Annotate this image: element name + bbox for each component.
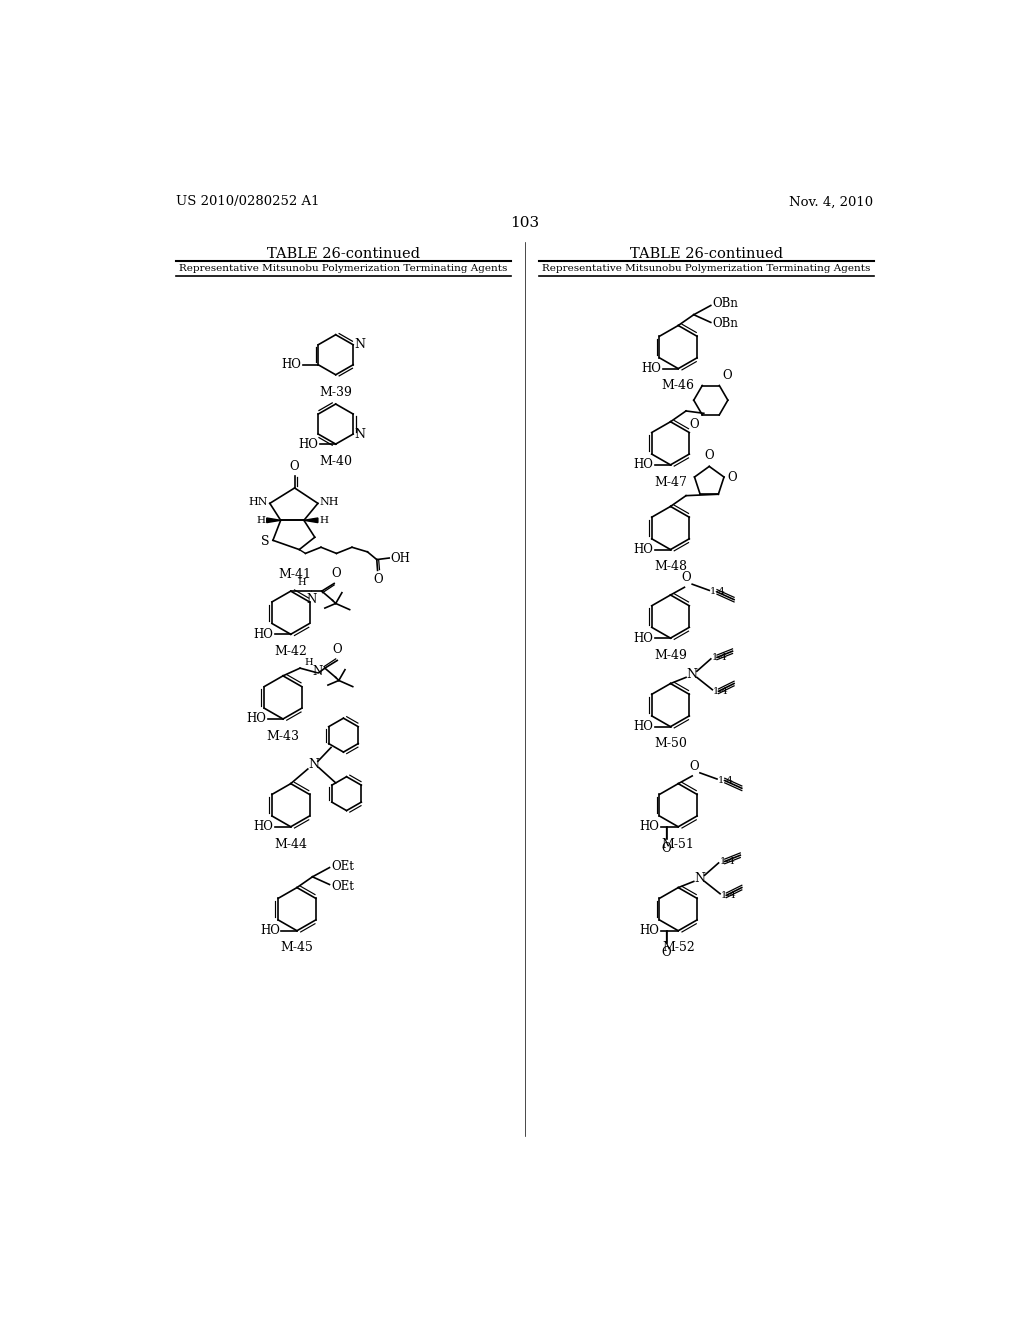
Text: OH: OH (391, 552, 411, 565)
Text: HO: HO (254, 628, 273, 640)
Text: N: N (306, 593, 316, 606)
Text: O: O (290, 459, 299, 473)
Text: M-46: M-46 (662, 379, 694, 392)
Text: HO: HO (254, 820, 273, 833)
Text: M-47: M-47 (654, 475, 687, 488)
Text: N: N (354, 428, 366, 441)
Text: Representative Mitsunobu Polymerization Terminating Agents: Representative Mitsunobu Polymerization … (179, 264, 508, 273)
Text: 1-4: 1-4 (713, 686, 729, 696)
Text: N: N (308, 758, 319, 771)
Text: Nov. 4, 2010: Nov. 4, 2010 (790, 195, 873, 209)
Text: O: O (662, 946, 672, 960)
Text: O: O (331, 568, 341, 581)
Text: OBn: OBn (713, 317, 738, 330)
Text: M-48: M-48 (654, 561, 687, 573)
Text: M-40: M-40 (319, 455, 352, 467)
Text: HO: HO (641, 362, 662, 375)
Text: M-44: M-44 (274, 838, 307, 850)
Text: M-39: M-39 (319, 385, 352, 399)
Polygon shape (304, 517, 317, 523)
Text: HO: HO (634, 543, 653, 556)
Text: HO: HO (282, 358, 301, 371)
Text: Representative Mitsunobu Polymerization Terminating Agents: Representative Mitsunobu Polymerization … (542, 264, 870, 273)
Text: M-52: M-52 (662, 941, 694, 954)
Text: 1-4: 1-4 (721, 891, 736, 900)
Text: N: N (312, 665, 323, 677)
Text: O: O (689, 760, 698, 774)
Text: O: O (374, 573, 383, 586)
Text: OEt: OEt (331, 859, 354, 873)
Text: M-42: M-42 (274, 645, 307, 659)
Text: H: H (304, 657, 313, 667)
Text: O: O (333, 643, 342, 656)
Text: O: O (662, 842, 672, 855)
Text: 1-4: 1-4 (718, 776, 733, 785)
Text: HO: HO (640, 820, 659, 833)
Text: HO: HO (246, 713, 266, 726)
Text: HO: HO (634, 721, 653, 733)
Text: O: O (722, 370, 732, 383)
Polygon shape (266, 517, 281, 523)
Text: NH: NH (319, 496, 339, 507)
Text: 1-4: 1-4 (712, 653, 727, 661)
Text: O: O (681, 572, 691, 585)
Text: M-50: M-50 (654, 738, 687, 751)
Text: 1-4: 1-4 (719, 857, 735, 866)
Text: HO: HO (299, 437, 318, 450)
Text: HO: HO (634, 631, 653, 644)
Text: OEt: OEt (331, 879, 354, 892)
Text: HO: HO (634, 458, 653, 471)
Text: M-51: M-51 (662, 838, 694, 850)
Text: M-43: M-43 (266, 730, 299, 743)
Text: S: S (261, 536, 270, 548)
Text: M-49: M-49 (654, 649, 687, 661)
Text: N: N (694, 871, 706, 884)
Text: HO: HO (640, 924, 659, 937)
Text: HO: HO (260, 924, 280, 937)
Text: H: H (297, 578, 306, 586)
Text: O: O (705, 449, 714, 462)
Text: TABLE 26-continued: TABLE 26-continued (630, 247, 782, 261)
Text: OBn: OBn (713, 297, 738, 310)
Text: H: H (256, 516, 265, 525)
Text: 1-4: 1-4 (710, 587, 726, 597)
Text: TABLE 26-continued: TABLE 26-continued (267, 247, 420, 261)
Text: M-41: M-41 (279, 568, 311, 581)
Text: O: O (728, 470, 737, 483)
Text: N: N (687, 668, 697, 681)
Text: O: O (689, 418, 699, 430)
Text: M-45: M-45 (281, 941, 313, 954)
Text: H: H (319, 516, 329, 525)
Text: 103: 103 (510, 216, 540, 230)
Text: HN: HN (249, 496, 268, 507)
Text: US 2010/0280252 A1: US 2010/0280252 A1 (176, 195, 319, 209)
Text: N: N (354, 338, 366, 351)
